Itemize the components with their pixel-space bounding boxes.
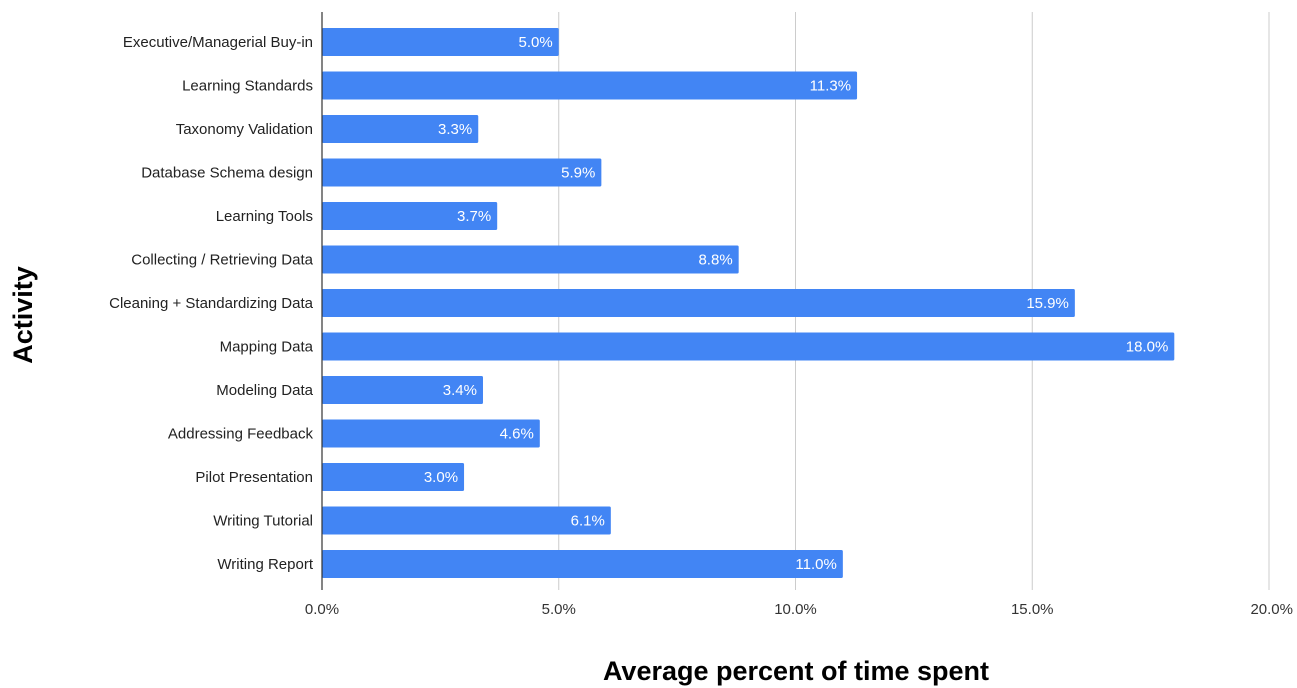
x-tick-label: 20.0%	[1250, 601, 1293, 618]
bar-value-label: 3.7%	[457, 208, 491, 225]
bar	[322, 376, 483, 404]
bar	[322, 71, 858, 100]
bar	[322, 202, 498, 230]
bar	[322, 506, 611, 535]
category-label: Cleaning + Standardizing Data	[109, 295, 314, 312]
x-axis-title: Average percent of time spent	[603, 656, 989, 686]
category-label: Collecting / Retrieving Data	[131, 252, 313, 269]
bar-value-label: 5.9%	[561, 165, 595, 182]
bar	[322, 419, 540, 448]
category-label: Writing Report	[217, 556, 313, 573]
x-tick-label: 5.0%	[542, 601, 576, 618]
category-label: Writing Tutorial	[213, 513, 313, 530]
bar	[322, 158, 602, 187]
category-label: Mapping Data	[220, 339, 314, 356]
bar	[322, 332, 1175, 361]
x-tick-label: 15.0%	[1011, 601, 1054, 618]
bar	[322, 115, 479, 143]
bar-value-label: 15.9%	[1026, 295, 1069, 312]
category-label: Pilot Presentation	[195, 469, 313, 486]
bar-value-label: 5.0%	[519, 34, 553, 51]
bar-value-label: 11.3%	[810, 78, 851, 95]
category-labels: Executive/Managerial Buy-in Learning Stan…	[109, 34, 314, 573]
category-label: Learning Tools	[216, 208, 313, 225]
bar	[322, 289, 1075, 317]
category-label: Executive/Managerial Buy-in	[123, 34, 313, 51]
bar	[322, 245, 739, 274]
bar	[322, 28, 559, 56]
bar-value-label: 18.0%	[1126, 339, 1169, 356]
bar-value-label: 6.1%	[571, 513, 605, 530]
category-label: Taxonomy Validation	[176, 121, 313, 138]
bar-value-label: 11.0%	[795, 556, 836, 573]
category-label: Addressing Feedback	[168, 426, 314, 443]
bar	[322, 550, 843, 578]
y-axis-title: Activity	[8, 266, 38, 364]
category-label: Learning Standards	[182, 78, 313, 95]
bars: 5.0% 11.3% 3.3% 5.9% 3.7% 8.8% 15.9% 18.0% 3.4% 4…	[322, 28, 1175, 578]
bar-value-label: 3.4%	[443, 382, 477, 399]
bar	[322, 463, 465, 491]
x-tick-labels: 0.0% 5.0% 10.0% 15.0% 20.0%	[305, 601, 1293, 618]
bar-value-label: 3.0%	[424, 469, 458, 486]
bar-value-label: 8.8%	[698, 252, 732, 269]
x-tick-label: 0.0%	[305, 601, 339, 618]
category-label: Database Schema design	[141, 165, 313, 182]
bar-value-label: 4.6%	[500, 426, 534, 443]
bar-value-label: 3.3%	[438, 121, 472, 138]
x-tick-label: 10.0%	[774, 601, 817, 618]
category-label: Modeling Data	[216, 382, 313, 399]
